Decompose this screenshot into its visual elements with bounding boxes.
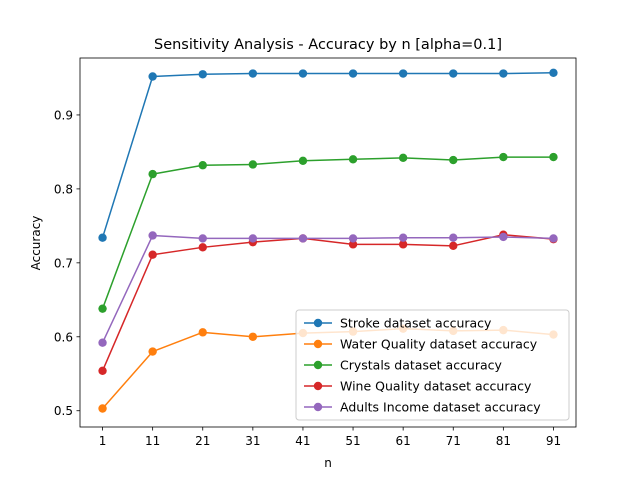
x-tick-label: 71: [446, 434, 461, 448]
series-2-point: [98, 304, 107, 313]
series-4-point: [449, 233, 458, 242]
series-0-point: [98, 233, 107, 242]
y-tick-label: 0.9: [54, 108, 73, 122]
y-tick-label: 0.6: [54, 330, 73, 344]
x-tick-label: 31: [245, 434, 260, 448]
series-4-point: [198, 234, 207, 243]
x-tick-label: 41: [295, 434, 310, 448]
series-1-point: [148, 347, 157, 356]
legend-marker-2: [313, 360, 323, 370]
series-3-point: [98, 366, 107, 375]
x-tick-label: 91: [546, 434, 561, 448]
series-3-point: [148, 250, 157, 259]
series-0-point: [348, 69, 358, 78]
legend: Stroke dataset accuracy Water Quality dat…: [295, 309, 570, 421]
series-0-point: [398, 69, 408, 78]
y-axis-label: Accuracy: [29, 216, 43, 271]
series-1-point: [98, 404, 107, 413]
y-tick-label: 0.5: [54, 404, 73, 418]
legend-label-0: Stroke dataset accuracy: [340, 316, 492, 331]
series-0-point: [499, 69, 508, 78]
x-tick-label: 51: [345, 434, 360, 448]
series-2-point: [198, 161, 207, 170]
x-tick-label: 1: [99, 434, 107, 448]
series-2-point: [549, 152, 558, 162]
series-4-point: [499, 232, 508, 242]
x-tick-label: 11: [145, 434, 160, 448]
legend-label-4: Adults Income dataset accuracy: [340, 400, 541, 415]
y-tick-label: 0.8: [54, 182, 73, 196]
series-4-point: [248, 234, 258, 243]
x-tick-label: 21: [195, 434, 210, 448]
series-0-point: [198, 70, 207, 79]
legend-box: [295, 309, 570, 421]
series-0-point: [449, 69, 458, 78]
series-line-3: [101, 233, 554, 372]
axes-layer: 1 11 21 31 41 51 61 71 81 910.50.60.70.80.9: [54, 57, 577, 448]
series-1-point: [198, 328, 207, 337]
series-0-point: [298, 69, 308, 78]
legend-label-2: Crystals dataset accuracy: [340, 358, 503, 373]
series-2-point: [298, 156, 308, 165]
series-1-point: [248, 332, 258, 341]
series-4-point: [298, 234, 308, 243]
y-tick-label: 0.7: [54, 256, 73, 270]
series-4-point: [348, 234, 358, 243]
legend-label-1: Water Quality dataset accuracy: [340, 337, 538, 352]
series-line-2: [101, 156, 554, 309]
series-line-4: [101, 234, 554, 344]
x-tick-label: 81: [496, 434, 511, 448]
series-3-point: [449, 241, 458, 251]
series-3-point: [198, 243, 207, 252]
series-2-point: [248, 160, 258, 169]
series-0-point: [148, 72, 157, 81]
series-4-point: [148, 231, 157, 240]
series-4-point: [98, 338, 107, 347]
axes-frame: [79, 57, 577, 428]
series-4-point: [398, 233, 408, 242]
series-2-point: [348, 155, 358, 164]
legend-marker-4: [313, 402, 323, 412]
legend-marker-1: [313, 339, 323, 349]
series-0-point: [549, 68, 558, 77]
series-line-0: [101, 72, 554, 238]
legend-marker-3: [313, 381, 323, 391]
chart-title: Sensitivity Analysis - Accuracy by n [al…: [154, 37, 502, 53]
x-axis-label: n: [324, 456, 332, 470]
legend-label-3: Wine Quality dataset accuracy: [340, 379, 532, 394]
series-2-point: [449, 155, 458, 165]
x-tick-label: 61: [396, 434, 411, 448]
series-3-point: [398, 240, 408, 249]
series-0-point: [248, 69, 258, 78]
series-2-point: [148, 169, 157, 179]
series-2-point: [499, 152, 508, 162]
series-3-point: [348, 240, 358, 249]
legend-marker-0: [313, 318, 323, 328]
series-4-point: [549, 234, 558, 243]
series-2-point: [398, 153, 408, 163]
